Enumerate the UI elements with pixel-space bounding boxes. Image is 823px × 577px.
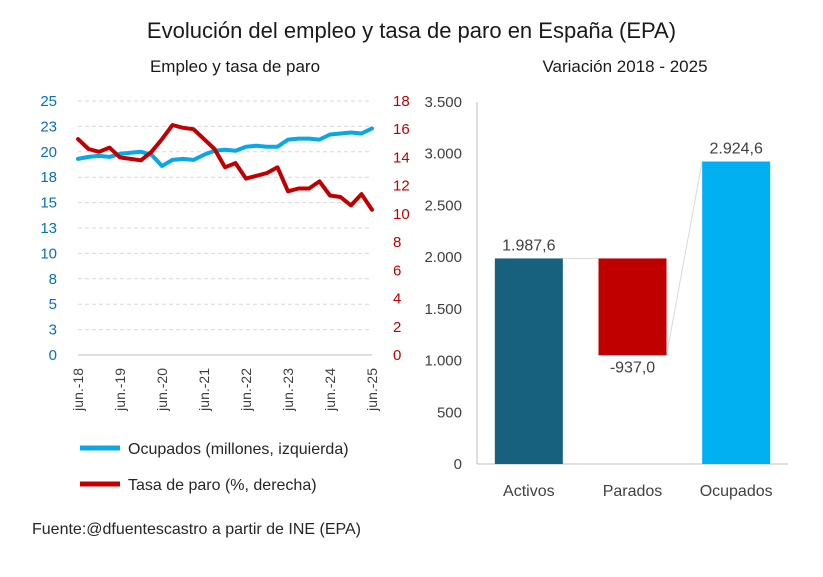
y-left-tick-label: 25 <box>40 93 57 110</box>
connector-line <box>666 161 703 356</box>
x-tick-label: jun.-23 <box>280 368 296 412</box>
series-line-ocupados <box>76 126 374 168</box>
y-left-tick-label: 18 <box>40 169 57 186</box>
data-label: -937,0 <box>610 359 655 376</box>
y-right-tick-label: 0 <box>393 347 401 364</box>
y-left-tick-label: 13 <box>40 220 57 237</box>
y-left-tick-label: 5 <box>49 296 57 313</box>
y-tick-label: 0 <box>454 456 462 473</box>
x-tick-label: jun.-24 <box>322 368 338 412</box>
y-tick-label: 3.500 <box>424 94 462 111</box>
chart-title: Evolución del empleo y tasa de paro en E… <box>146 18 677 43</box>
y-right-tick-label: 14 <box>393 149 410 166</box>
source-note: Fuente:@dfuentescastro a partir de INE (… <box>32 521 361 538</box>
right-chart-title: Variación 2018 - 2025 <box>542 57 708 76</box>
y-left-tick-label: 15 <box>40 195 57 212</box>
x-category-label: Activos <box>503 483 555 500</box>
bar-ocupados <box>702 161 771 464</box>
y-tick-label: 3.000 <box>424 146 462 163</box>
x-category-label: Parados <box>603 483 663 500</box>
y-left-tick-label: 8 <box>49 271 57 288</box>
y-tick-label: 500 <box>437 404 462 421</box>
y-right-tick-label: 12 <box>393 178 410 195</box>
x-tick-label: jun.-25 <box>364 368 380 412</box>
y-right-tick-label: 16 <box>393 121 410 138</box>
y-right-tick-label: 18 <box>393 93 410 110</box>
y-tick-label: 2.500 <box>424 197 462 214</box>
y-tick-label: 1.500 <box>424 301 462 318</box>
y-right-tick-label: 2 <box>393 319 401 336</box>
y-tick-label: 2.000 <box>424 249 462 266</box>
y-left-tick-label: 10 <box>40 245 57 262</box>
x-tick-label: jun.-18 <box>70 368 86 412</box>
series-line-tasa-paro <box>76 123 374 212</box>
y-left-tick-label: 3 <box>49 322 57 339</box>
y-right-tick-label: 8 <box>393 234 401 251</box>
y-right-tick-label: 6 <box>393 262 401 279</box>
data-label: 2.924,6 <box>709 141 762 158</box>
y-left-tick-label: 0 <box>49 347 57 364</box>
y-left-tick-label: 23 <box>40 118 57 135</box>
legend-label: Ocupados (millones, izquierda) <box>128 441 349 458</box>
x-tick-label: jun.-21 <box>196 368 212 412</box>
bar-activos <box>494 258 563 464</box>
y-right-tick-label: 4 <box>393 291 401 308</box>
y-left-tick-label: 20 <box>40 144 57 161</box>
y-tick-label: 1.000 <box>424 353 462 370</box>
data-label: 1.987,6 <box>502 237 555 254</box>
legend-label: Tasa de paro (%, derecha) <box>128 477 317 494</box>
x-tick-label: jun.-19 <box>112 368 128 412</box>
x-category-label: Ocupados <box>700 483 773 500</box>
x-tick-label: jun.-20 <box>154 368 170 412</box>
y-right-tick-label: 10 <box>393 206 410 223</box>
bar-parados <box>598 258 667 356</box>
left-chart-title: Empleo y tasa de paro <box>149 57 321 76</box>
x-tick-label: jun.-22 <box>238 368 254 412</box>
